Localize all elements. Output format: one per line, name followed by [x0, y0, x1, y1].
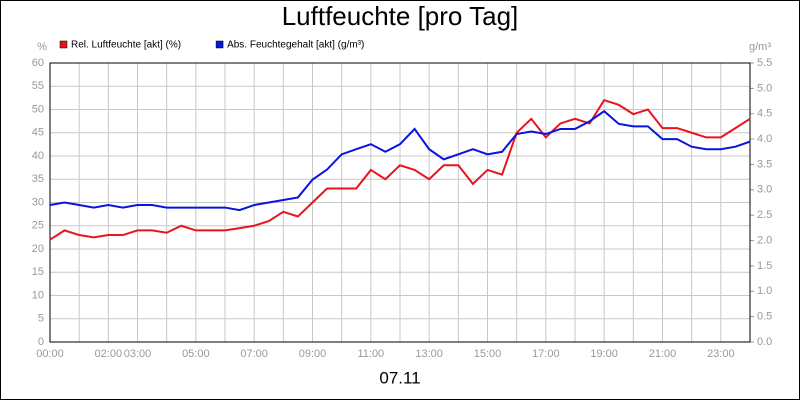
y-tick-label: 10	[32, 289, 44, 301]
plot-border	[49, 62, 751, 343]
x-tick-label: 21:00	[649, 348, 677, 360]
y2-tick-label: 0.5	[757, 311, 772, 323]
legend-swatch	[215, 40, 224, 49]
x-tick-label: 11:00	[357, 348, 384, 360]
y-tick-label: 50	[32, 103, 44, 115]
y2-tick-label: 3.0	[757, 184, 772, 196]
y-tick-label: 0	[38, 336, 44, 348]
x-tick-label: 17:00	[532, 348, 560, 360]
y-tick-label: 40	[32, 150, 44, 162]
y2-tick-label: 5.0	[757, 82, 772, 94]
x-tick-label: 23:00	[707, 348, 735, 360]
y-tick-label: 15	[32, 266, 44, 278]
y2-axis-label: g/m³	[749, 41, 771, 53]
y2-tick-label: 2.0	[757, 234, 772, 246]
x-tick-label: 05:00	[182, 348, 210, 360]
y2-tick-label: 1.0	[757, 285, 772, 297]
x-tick-label: 07:00	[240, 348, 268, 360]
y2-tick-label: 3.5	[757, 158, 772, 170]
y-tick-label: 55	[32, 80, 44, 92]
y2-tick-label: 4.5	[757, 108, 772, 120]
x-tick-label: 09:00	[299, 348, 327, 360]
y-tick-label: 20	[32, 243, 44, 255]
y2-tick-label: 5.5	[757, 57, 772, 69]
y-tick-label: 25	[32, 220, 44, 232]
legend-label: Abs. Feuchtegehalt [akt] (g/m³)	[227, 40, 364, 51]
x-tick-label: 19:00	[590, 348, 618, 360]
legend-label: Rel. Luftfeuchte [akt] (%)	[71, 40, 181, 51]
x-axis-label: 07.11	[379, 368, 420, 387]
y-tick-label: 5	[38, 313, 44, 325]
y2-tick-label: 2.5	[757, 209, 772, 221]
x-tick-label: 15:00	[474, 348, 502, 360]
y-tick-label: 60	[32, 57, 44, 69]
x-tick-label: 13:00	[415, 348, 443, 360]
y2-tick-label: 0.0	[757, 336, 772, 348]
y-tick-label: 30	[32, 196, 44, 208]
data-line	[49, 109, 751, 212]
y-tick-label: 45	[32, 127, 44, 139]
y-tick-label: 35	[32, 173, 44, 185]
x-tick-label: 02:00	[95, 348, 123, 360]
x-tick-label: 00:00	[36, 348, 64, 360]
x-tick-label: 03:00	[124, 348, 152, 360]
y2-tick-label: 1.5	[757, 260, 772, 272]
chart-title: Luftfeuchte [pro Tag]	[282, 1, 519, 31]
data-line	[49, 99, 751, 241]
legend-swatch	[59, 40, 68, 49]
y-axis-label: %	[37, 41, 47, 53]
y2-tick-label: 4.0	[757, 133, 772, 145]
